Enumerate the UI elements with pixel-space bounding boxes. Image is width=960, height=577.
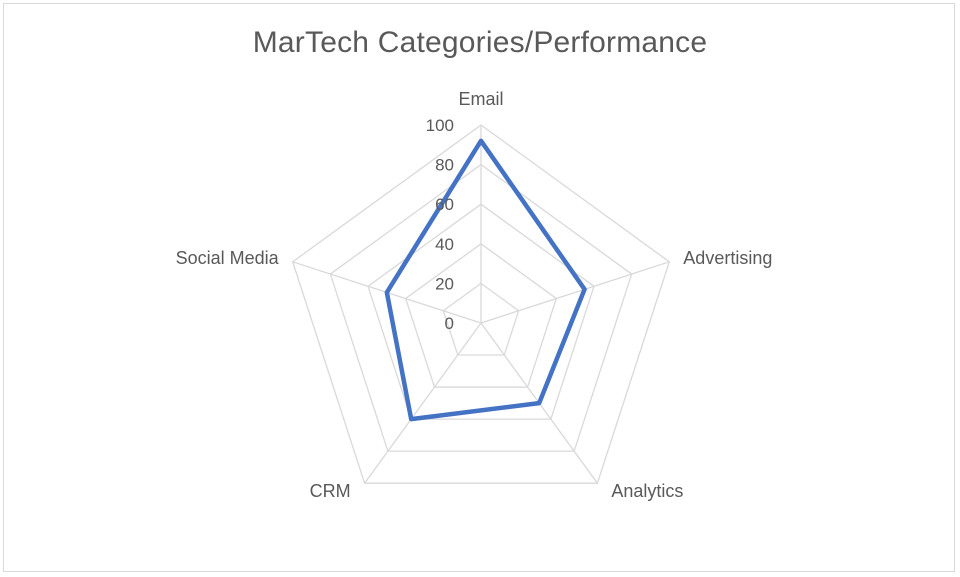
chart-frame — [3, 3, 955, 572]
category-label-crm: CRM — [310, 481, 351, 501]
category-label-social-media: Social Media — [176, 248, 280, 268]
tick-label: 60 — [435, 195, 454, 214]
tick-label: 20 — [435, 274, 454, 293]
category-label-advertising: Advertising — [683, 248, 772, 268]
radar-series-layer — [384, 138, 587, 422]
category-label-analytics: Analytics — [611, 481, 683, 501]
radar-grid — [291, 124, 671, 484]
tick-label: 80 — [435, 156, 454, 175]
tick-label: 40 — [435, 235, 454, 254]
grid-ring-100 — [291, 124, 671, 484]
tick-label: 100 — [426, 116, 454, 135]
chart-title: MarTech Categories/Performance — [252, 26, 708, 59]
radar-category-labels: Email Advertising Analytics CRM Social Media — [176, 89, 773, 501]
radar-tick-labels: 0 20 40 60 80 100 — [426, 116, 454, 333]
grid-ring-40 — [404, 242, 558, 388]
grid-spoke — [364, 322, 482, 484]
grid-ring-20 — [442, 282, 520, 356]
tick-label: 0 — [445, 314, 454, 333]
category-label-email: Email — [458, 89, 503, 109]
series-line-0 — [384, 138, 587, 422]
grid-spoke — [480, 261, 670, 324]
grid-ring-80 — [329, 163, 633, 452]
